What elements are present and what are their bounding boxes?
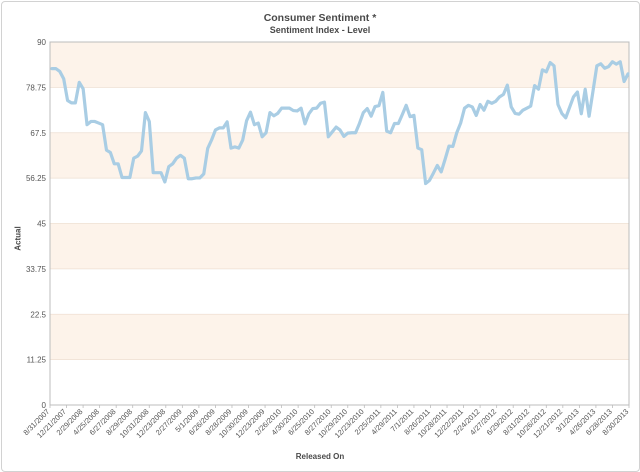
plot-band [50, 42, 629, 88]
plot-area-border [49, 41, 630, 406]
plot-band [50, 268, 629, 315]
plot-band [50, 223, 629, 269]
plot-band [50, 87, 629, 133]
y-tick-label: 90 [37, 38, 46, 47]
y-tick-label: 0 [42, 401, 47, 410]
plot-band [50, 132, 629, 179]
chart-title: Consumer Sentiment * [263, 12, 377, 24]
plot-band [50, 178, 629, 224]
y-tick-label: 33.75 [26, 265, 47, 274]
x-axis-label: Released On [295, 452, 345, 461]
series-line [50, 60, 630, 186]
plot-band [50, 314, 629, 360]
y-tick-label: 11.25 [27, 356, 47, 365]
y-tick-label: 67.5 [30, 129, 46, 138]
y-tick-label: 78.75 [26, 83, 47, 92]
y-tick-label: 45 [37, 220, 46, 229]
chart-subtitle: Sentiment Index - Level [269, 25, 371, 35]
plot-band [50, 359, 629, 405]
y-tick-label: 22.5 [30, 310, 46, 319]
y-tick-label: 56.25 [26, 174, 47, 183]
